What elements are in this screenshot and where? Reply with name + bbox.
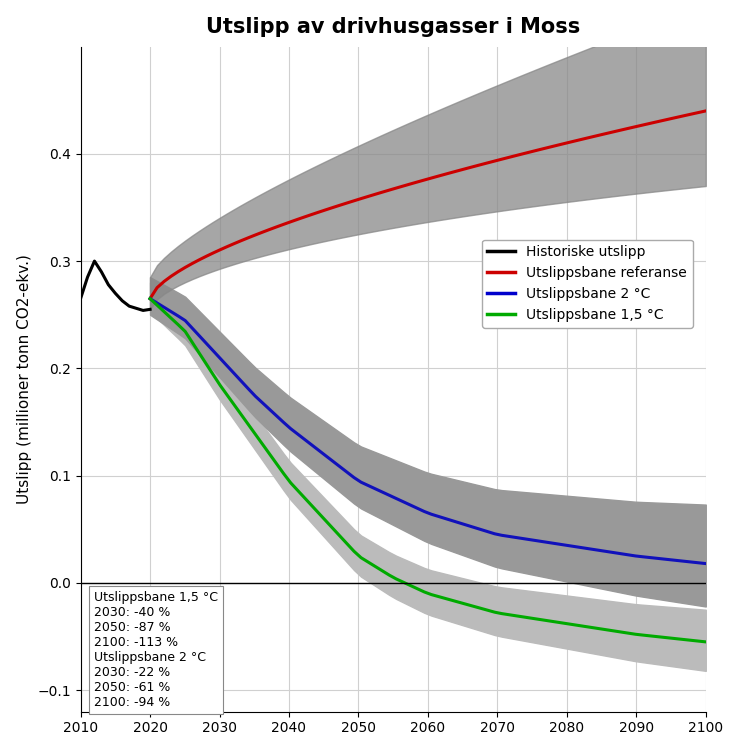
- Title: Utslipp av drivhusgasser i Moss: Utslipp av drivhusgasser i Moss: [206, 17, 580, 37]
- Text: Utslippsbane 1,5 °C
2030: -40 %
2050: -87 %
2100: -113 %
Utslippsbane 2 °C
2030:: Utslippsbane 1,5 °C 2030: -40 % 2050: -8…: [95, 592, 218, 709]
- Legend: Historiske utslipp, Utslippsbane referanse, Utslippsbane 2 °C, Utslippsbane 1,5 : Historiske utslipp, Utslippsbane referan…: [482, 240, 693, 328]
- Y-axis label: Utslipp (millioner tonn CO2-ekv.): Utslipp (millioner tonn CO2-ekv.): [17, 254, 32, 504]
